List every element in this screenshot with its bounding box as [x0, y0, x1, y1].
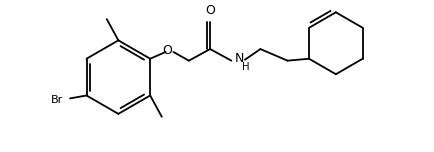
Text: O: O: [163, 45, 173, 57]
Text: O: O: [205, 4, 215, 17]
Text: N: N: [234, 52, 244, 65]
Text: Br: Br: [51, 95, 63, 105]
Text: H: H: [242, 62, 250, 73]
